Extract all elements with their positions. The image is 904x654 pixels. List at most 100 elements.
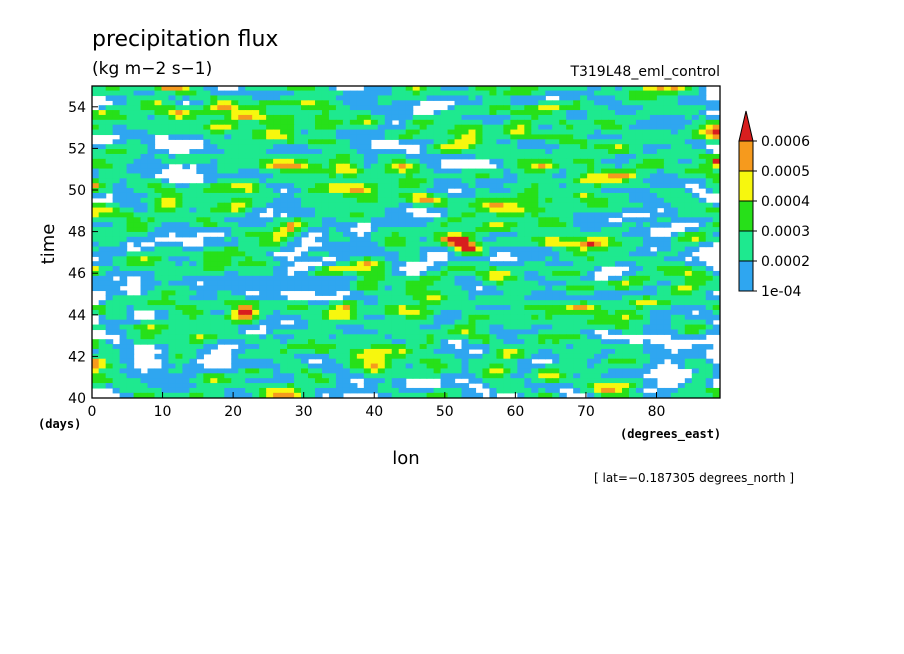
field-cell [356,129,365,136]
field-cell [238,368,246,374]
field-cell [656,110,665,116]
field-cell [238,251,246,257]
field-cell [161,314,170,321]
field-cell [677,119,686,126]
field-cell [566,129,574,136]
field-cell [545,309,553,316]
field-cell [161,251,170,257]
field-cell [126,110,135,116]
field-cell [140,178,149,184]
field-cell [531,197,539,204]
field-cell [391,90,400,97]
field-cell [154,280,163,287]
field-cell [356,373,365,379]
field-cell [419,275,428,282]
field-cell [238,270,246,277]
field-cell [321,285,330,292]
field-cell [126,119,135,126]
field-cell [147,144,156,150]
field-cell [280,266,288,272]
field-cell [182,95,190,101]
field-cell [538,100,546,106]
field-cell [196,119,204,126]
field-cell [454,329,463,335]
field-cell [468,178,477,184]
field-cell [259,251,267,257]
field-cell [412,217,421,223]
field-cell [601,236,609,243]
field-cell [656,222,665,228]
field-cell [622,129,630,136]
field-cell [524,153,532,160]
field-cell [496,314,504,321]
field-cell [98,183,107,189]
field-cell [698,119,707,126]
field-cell [524,373,532,379]
field-cell [691,290,700,296]
field-cell [573,197,581,204]
field-cell [691,363,700,370]
field-cell [349,290,358,296]
field-cell [126,309,135,316]
field-cell [363,149,372,155]
field-cell [398,86,407,92]
field-cell [231,368,239,374]
field-cell [538,373,546,379]
field-cell [524,163,532,170]
field-cell [677,153,686,160]
field-cell [356,149,365,155]
field-cell [203,295,211,301]
field-cell [105,314,114,321]
field-cell [294,90,302,97]
field-cell [217,300,225,306]
field-cell [538,139,546,145]
field-cell [370,163,379,170]
field-cell [461,241,470,248]
field-cell [524,202,532,209]
field-cell [398,212,407,218]
field-cell [133,197,142,204]
field-cell [482,266,491,272]
field-cell [384,324,393,331]
field-cell [684,275,693,282]
field-cell [594,314,602,321]
field-cell [377,197,386,204]
field-cell [342,363,351,370]
field-cell [321,212,330,218]
field-cell [224,110,232,116]
field-cell [105,241,114,248]
field-cell [349,100,358,106]
field-cell [670,192,679,199]
field-cell [98,256,107,262]
field-cell [98,363,107,370]
field-cell [92,173,100,179]
field-cell [705,129,714,136]
field-cell [559,100,567,106]
field-cell [363,319,372,326]
field-cell [517,212,525,218]
field-cell [496,227,504,233]
field-cell [566,241,574,248]
field-cell [705,217,714,223]
field-cell [649,266,658,272]
field-cell [356,363,365,370]
field-cell [622,236,630,243]
field-cell [419,95,428,101]
field-cell [496,139,504,145]
field-cell [196,319,204,326]
field-cell [503,300,511,306]
field-cell [601,95,609,101]
field-cell [642,153,651,160]
field-cell [531,139,539,145]
field-cell [559,285,567,292]
field-cell [196,202,204,209]
field-cell [342,358,351,365]
field-cell [210,344,218,350]
field-cell [517,105,525,111]
field-cell [447,202,456,209]
field-cell [447,178,456,184]
field-cell [119,86,128,92]
field-cell [531,100,539,106]
field-cell [224,222,232,228]
field-cell [559,231,567,238]
